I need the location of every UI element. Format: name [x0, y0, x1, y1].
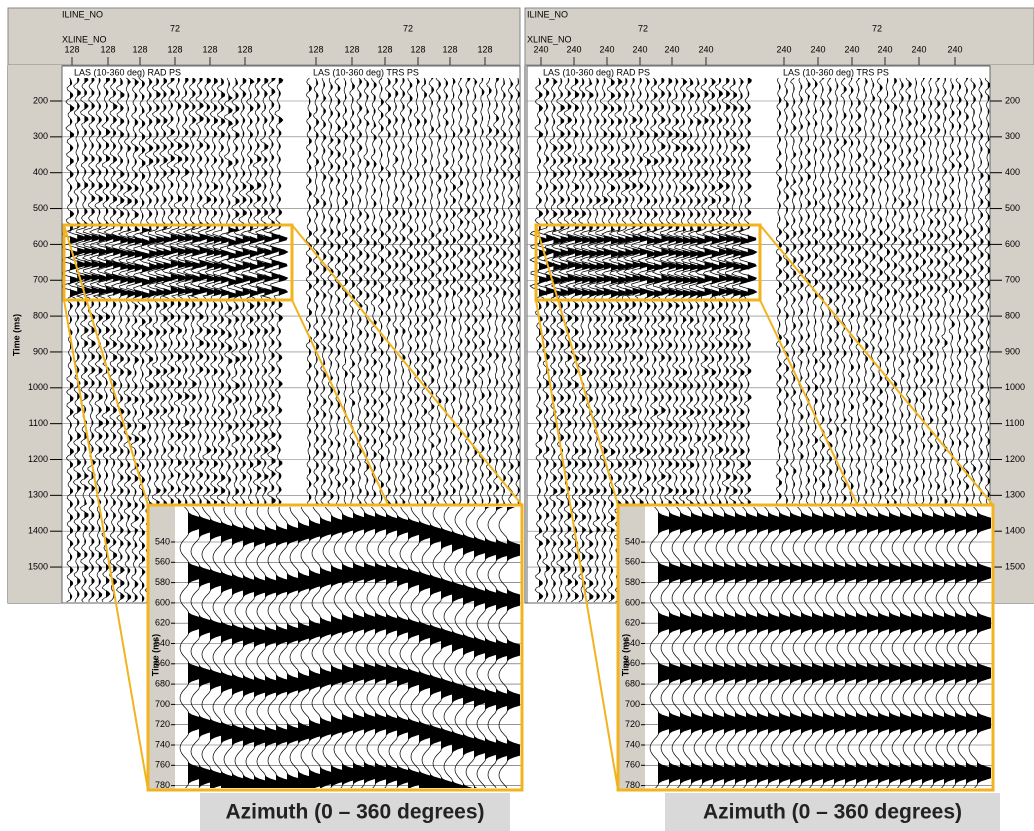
panel-header	[525, 8, 1034, 65]
inset-tick-label: 720	[155, 719, 170, 729]
inset-tick-label: 540	[625, 536, 640, 546]
time-tick-label: 800	[33, 310, 48, 320]
inset-tick-label: 780	[155, 780, 170, 790]
time-tick-label: 600	[33, 239, 48, 249]
inset-tick-label: 680	[625, 678, 640, 688]
time-tick-label: 900	[33, 346, 48, 356]
section-label: LAS (10-360 deg) RAD PS	[543, 67, 650, 77]
inset-frame	[618, 505, 993, 790]
xline-value: 128	[477, 44, 492, 54]
time-tick-label: 200	[1005, 95, 1020, 105]
time-tick-label: 500	[33, 203, 48, 213]
iline-value: 72	[170, 23, 180, 33]
time-tick-label: 200	[33, 95, 48, 105]
xline-value: 240	[776, 44, 791, 54]
time-tick-label: 1200	[1005, 454, 1025, 464]
time-tick-label: 400	[33, 167, 48, 177]
xline-label: XLINE_NO	[62, 34, 107, 44]
xline-value: 240	[566, 44, 581, 54]
time-tick-label: 1000	[28, 382, 48, 392]
time-tick-label: 1400	[28, 526, 48, 536]
caption: Azimuth (0 – 360 degrees)	[225, 801, 484, 824]
xline-value: 128	[132, 44, 147, 54]
time-tick-label: 1500	[28, 561, 48, 571]
iline-label: ILINE_NO	[62, 9, 103, 19]
section-label: LAS (10-360 deg) TRS PS	[783, 67, 889, 77]
xline-value: 128	[442, 44, 457, 54]
time-tick-label: 1100	[29, 418, 48, 428]
caption: Azimuth (0 – 360 degrees)	[703, 801, 962, 824]
xline-value: 240	[533, 44, 548, 54]
xline-value: 128	[100, 44, 115, 54]
time-tick-label: 1500	[1005, 561, 1025, 571]
xline-value: 128	[410, 44, 425, 54]
inset-tick-label: 560	[155, 557, 170, 567]
inset-tick-label: 680	[155, 678, 170, 688]
time-tick-label: 700	[33, 275, 48, 285]
inset-axis-label: Time (ms)	[150, 634, 160, 676]
xline-value: 240	[911, 44, 926, 54]
iline-value: 72	[872, 23, 882, 33]
time-tick-label: 700	[1005, 275, 1020, 285]
inset-tick-label: 760	[625, 760, 640, 770]
xline-value: 128	[344, 44, 359, 54]
inset-tick-label: 620	[625, 618, 640, 628]
xline-value: 128	[167, 44, 182, 54]
inset-tick-label: 580	[155, 577, 170, 587]
inset-tick-label: 720	[625, 719, 640, 729]
inset-tick-label: 760	[155, 760, 170, 770]
time-axis-label: Time (ms)	[11, 314, 21, 356]
inset-tick-label: 600	[625, 597, 640, 607]
time-tick-label: 1300	[1005, 490, 1025, 500]
inset-tick-label: 740	[155, 739, 170, 749]
time-tick-label: 300	[33, 131, 48, 141]
time-tick-label: 600	[1005, 239, 1020, 249]
time-axis-band	[990, 65, 1034, 603]
xline-value: 240	[810, 44, 825, 54]
xline-label: XLINE_NO	[527, 34, 572, 44]
xline-value: 240	[599, 44, 614, 54]
time-tick-label: 1000	[1005, 382, 1025, 392]
xline-value: 240	[632, 44, 647, 54]
figure: ILINE_NO XLINE_NO 72 72 128 128 128 128 128 128 12…	[0, 0, 1034, 831]
time-tick-label: 900	[1005, 346, 1020, 356]
time-tick-label: 800	[1005, 310, 1020, 320]
inset-tick-label: 620	[155, 618, 170, 628]
time-tick-label: 500	[1005, 203, 1020, 213]
xline-value: 128	[64, 44, 79, 54]
inset-tick-label: 700	[625, 699, 640, 709]
inset-tick-label: 540	[155, 536, 170, 546]
xline-value: 128	[237, 44, 252, 54]
inset-tick-label: 700	[155, 699, 170, 709]
inset-tick-label: 600	[155, 597, 170, 607]
inset-tick-label: 780	[625, 780, 640, 790]
time-tick-label: 1400	[1005, 526, 1025, 536]
inset-axis-label: Time (ms)	[620, 634, 630, 676]
xline-value: 240	[698, 44, 713, 54]
time-tick-label: 1300	[28, 490, 48, 500]
xline-value: 128	[377, 44, 392, 54]
inset-tick-label: 740	[625, 739, 640, 749]
inset-tick-label: 560	[625, 557, 640, 567]
time-tick-label: 300	[1005, 131, 1020, 141]
time-tick-label: 1200	[28, 454, 48, 464]
xline-value: 240	[877, 44, 892, 54]
xline-value: 128	[202, 44, 217, 54]
inset-tick-label: 580	[625, 577, 640, 587]
time-tick-label: 1100	[1005, 418, 1024, 428]
xline-value: 128	[308, 44, 323, 54]
iline-label: ILINE_NO	[527, 9, 568, 19]
xline-value: 240	[947, 44, 962, 54]
section-label: LAS (10-360 deg) RAD PS	[74, 67, 181, 77]
xline-value: 240	[844, 44, 859, 54]
section-label: LAS (10-360 deg) TRS PS	[313, 67, 419, 77]
iline-value: 72	[638, 23, 648, 33]
iline-value: 72	[403, 23, 413, 33]
time-tick-label: 400	[1005, 167, 1020, 177]
xline-value: 240	[664, 44, 679, 54]
